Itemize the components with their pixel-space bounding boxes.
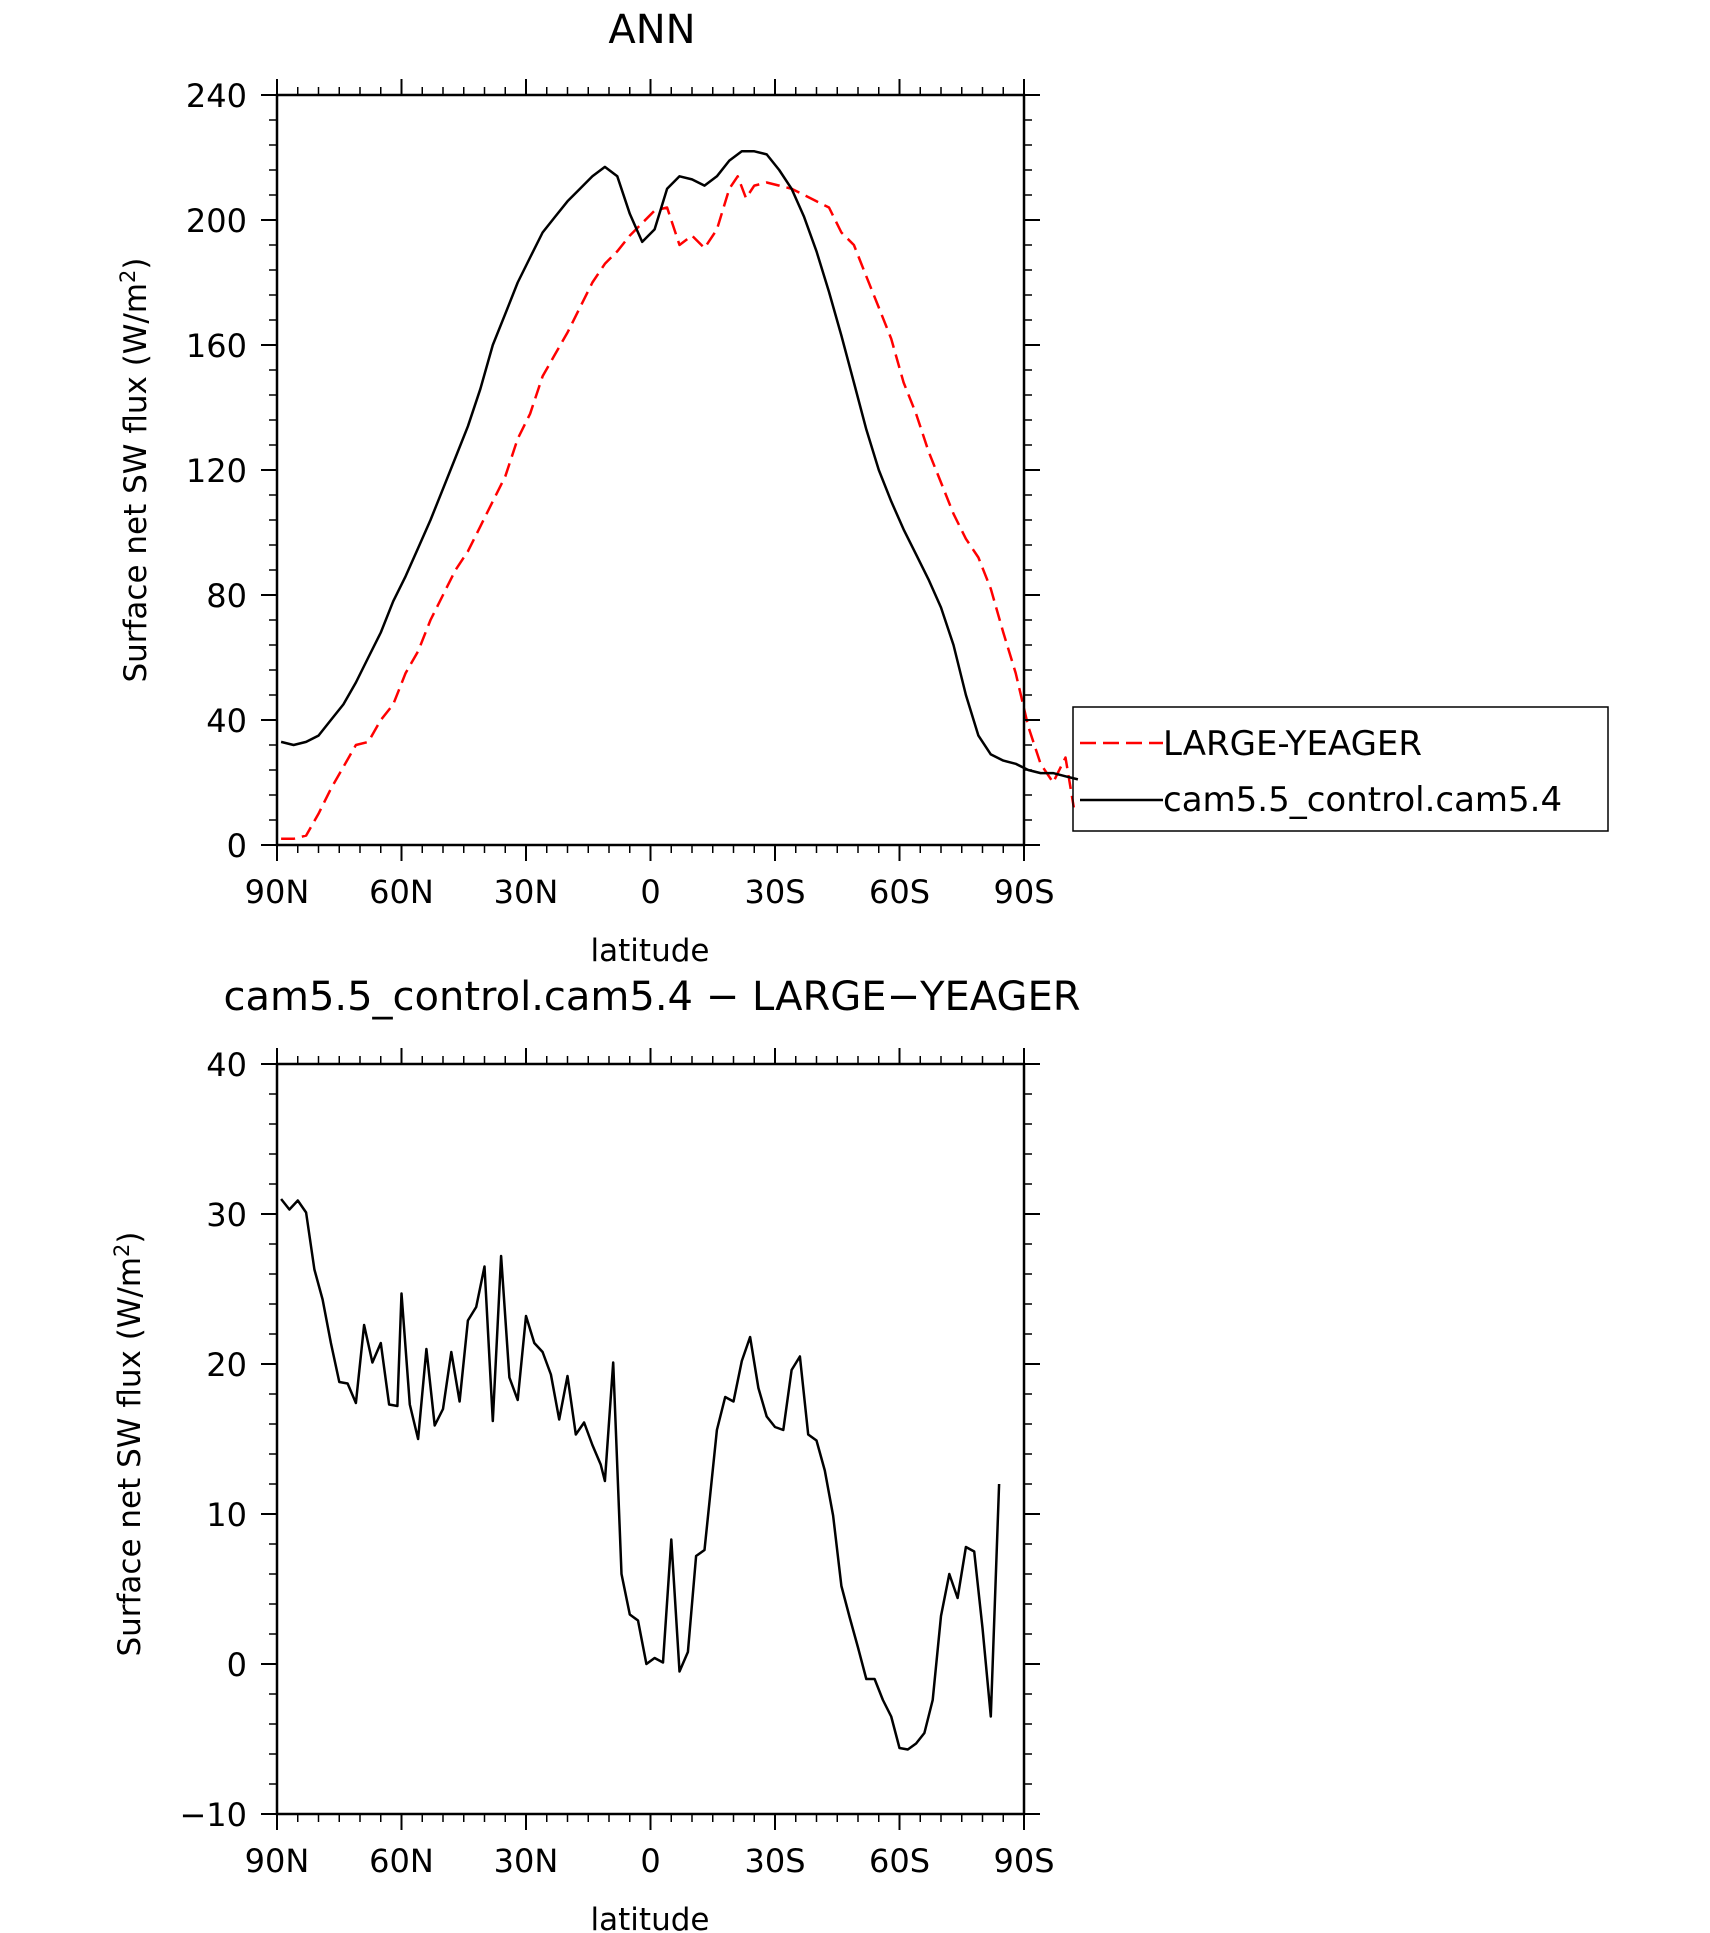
top-ticks-group: 90N 60N 30N 0 30S 60S 90S 0 40 80 120 160 200 240 — [186, 77, 1055, 911]
top-y-tick-label: 80 — [206, 577, 247, 615]
top-x-tick-label: 60S — [869, 873, 930, 911]
bottom-chart-title: cam5.5_control.cam5.4 − LARGE−YEAGER — [223, 974, 1080, 1020]
top-panel: ANN 90N 60N 30N 0 30S 60S 90S 0 40 80 120 160 200 240… — [116, 7, 1609, 969]
top-y-tick-label: 120 — [186, 452, 247, 490]
top-series-group — [280, 150, 1079, 841]
top-plot-frame — [275, 93, 1026, 847]
top-x-tick-label: 30N — [494, 873, 559, 911]
bottom-panel: cam5.5_control.cam5.4 − LARGE−YEAGER 90N… — [110, 974, 1081, 1933]
top-x-axis-title: latitude — [591, 933, 710, 969]
top-y-axis-title-close: ) — [118, 257, 154, 269]
bottom-x-tick-label: 90S — [993, 1842, 1054, 1880]
top-chart-title: ANN — [608, 7, 695, 53]
bottom-y-tick-label: −10 — [179, 1796, 247, 1834]
bottom-x-tick-label: 60N — [369, 1842, 434, 1880]
bottom-y-tick-label: 40 — [206, 1046, 247, 1084]
bottom-ticks-group: 90N 60N 30N 0 30S 60S 90S −10 0 10 20 30 40 — [179, 1046, 1054, 1880]
bottom-series-difference — [280, 1198, 1001, 1751]
bottom-y-tick-label: 0 — [227, 1646, 247, 1684]
bottom-y-tick-label: 10 — [206, 1496, 247, 1534]
top-series-large-yeager — [281, 175, 1076, 841]
top-x-tick-label: 60N — [369, 873, 434, 911]
bottom-y-axis-title-close: ) — [112, 1231, 148, 1243]
bottom-x-tick-label: 60S — [869, 1842, 930, 1880]
top-x-tick-label: 90S — [993, 873, 1054, 911]
bottom-y-tick-label: 20 — [206, 1346, 247, 1384]
bottom-series-group — [280, 1198, 1001, 1751]
top-y-tick-label: 160 — [186, 327, 247, 365]
top-x-tick-label: 0 — [640, 873, 660, 911]
bottom-x-axis-title: latitude — [591, 1902, 710, 1933]
bottom-y-axis-title: Surface net SW flux (W/m2) — [110, 1231, 148, 1656]
top-y-axis-title: Surface net SW flux (W/m2) — [116, 257, 154, 682]
bottom-x-tick-label: 0 — [640, 1842, 660, 1880]
top-y-axis-title-sup: 2 — [116, 270, 140, 283]
top-x-tick-label: 30S — [744, 873, 805, 911]
bottom-y-axis-title-sup: 2 — [110, 1244, 134, 1257]
bottom-y-tick-label: 30 — [206, 1196, 247, 1234]
legend: LARGE-YEAGER cam5.5_control.cam5.4 — [1072, 706, 1609, 832]
top-series-cam5-5-control-cam5-4 — [280, 150, 1079, 781]
bottom-x-tick-label: 90N — [245, 1842, 310, 1880]
bottom-x-tick-label: 30N — [494, 1842, 559, 1880]
legend-label-cam55: cam5.5_control.cam5.4 — [1163, 780, 1562, 820]
top-y-axis-title-text: Surface net SW flux (W/m — [118, 283, 154, 683]
bottom-plot-frame — [275, 1062, 1026, 1816]
bottom-y-axis-title-text: Surface net SW flux (W/m — [112, 1257, 148, 1657]
top-y-tick-label: 240 — [186, 77, 247, 115]
top-y-tick-label: 0 — [227, 827, 247, 865]
top-y-tick-label: 200 — [186, 202, 247, 240]
top-x-tick-label: 90N — [245, 873, 310, 911]
legend-label-large-yeager: LARGE-YEAGER — [1163, 724, 1422, 764]
legend-box — [1072, 706, 1609, 832]
bottom-x-tick-label: 30S — [744, 1842, 805, 1880]
top-y-tick-label: 40 — [206, 702, 247, 740]
